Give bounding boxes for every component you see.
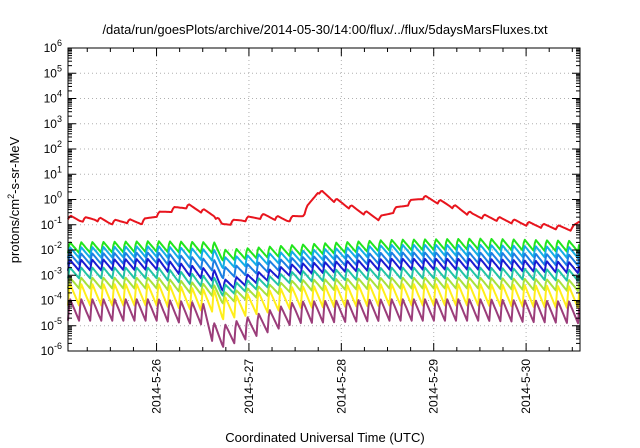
y-tick-exponent: 6	[57, 38, 62, 48]
y-tick-exponent: 5	[57, 63, 62, 73]
series-line-4	[67, 251, 581, 280]
y-tick-base: 10	[44, 92, 58, 106]
series-line-2	[67, 237, 581, 262]
y-tick-base: 10	[41, 319, 55, 333]
y-axis-label: protons/cm2-s-sr-MeV	[6, 136, 22, 263]
x-tick-label: 2014-5-29	[427, 359, 441, 414]
series-line-6	[67, 266, 581, 297]
y-tick-label: 10-1	[41, 215, 62, 232]
y-tick-exponent: -5	[54, 316, 62, 326]
y-axis-label-superscript: 2	[6, 194, 16, 199]
y-tick-label: 100	[44, 190, 62, 207]
y-tick-label: 10-5	[41, 316, 62, 333]
y-tick-base: 10	[41, 243, 55, 257]
series-line-9	[67, 298, 581, 348]
y-tick-base: 10	[44, 193, 58, 207]
y-tick-label: 105	[44, 63, 62, 80]
y-tick-base: 10	[41, 294, 55, 308]
y-tick-label: 10-2	[41, 240, 62, 257]
y-tick-exponent: 4	[57, 89, 62, 99]
series-line-7	[67, 276, 581, 305]
y-tick-exponent: 3	[57, 114, 62, 124]
y-tick-label: 10-6	[41, 341, 62, 358]
x-tick-label: 2014-5-28	[334, 359, 348, 414]
y-tick-exponent: 1	[57, 164, 62, 174]
y-tick-label: 104	[44, 89, 62, 106]
chart-title: /data/run/goesPlots/archive/2014-05-30/1…	[102, 22, 548, 37]
y-tick-base: 10	[44, 167, 58, 181]
y-tick-base: 10	[41, 268, 55, 282]
y-tick-base: 10	[44, 66, 58, 80]
series-line-8	[67, 283, 581, 321]
y-tick-base: 10	[41, 218, 55, 232]
y-axis-label-prefix: protons/cm	[7, 199, 22, 263]
axis-ticks	[68, 47, 580, 352]
y-tick-label: 103	[44, 114, 62, 131]
y-tick-label: 101	[44, 164, 62, 181]
y-axis-label-suffix: -s-sr-MeV	[7, 136, 22, 193]
y-tick-exponent: -3	[54, 265, 62, 275]
x-tick-labels: 2014-5-26 2014-5-27 2014-5-28 2014-5-29 2014…	[150, 359, 534, 414]
x-axis-label: Coordinated Universal Time (UTC)	[225, 430, 424, 445]
y-tick-base: 10	[41, 344, 55, 358]
series-line-5	[67, 257, 581, 292]
y-tick-base: 10	[44, 142, 58, 156]
x-tick-label: 2014-5-30	[519, 359, 533, 414]
y-tick-base: 10	[44, 117, 58, 131]
y-tick-label: 102	[44, 139, 62, 156]
y-tick-exponent: 2	[57, 139, 62, 149]
y-tick-label: 106	[44, 38, 62, 55]
x-tick-label: 2014-5-27	[242, 359, 256, 414]
series-line-3	[67, 244, 581, 270]
y-tick-labels: 10610510410310210110010-110-210-310-410-…	[41, 38, 62, 358]
x-tick-label: 2014-5-26	[150, 359, 164, 414]
y-tick-exponent: -6	[54, 341, 62, 351]
y-tick-label: 10-3	[41, 265, 62, 282]
series-line-1	[67, 190, 581, 232]
y-tick-exponent: -1	[54, 215, 62, 225]
y-tick-exponent: -2	[54, 240, 62, 250]
series-layer	[67, 190, 581, 348]
y-tick-exponent: -4	[54, 291, 62, 301]
y-tick-exponent: 0	[57, 190, 62, 200]
y-tick-label: 10-4	[41, 291, 62, 308]
y-tick-base: 10	[44, 41, 58, 55]
